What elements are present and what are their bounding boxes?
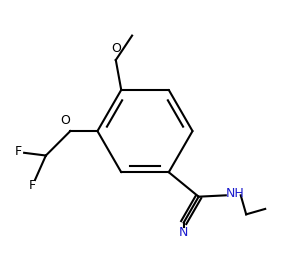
Text: N: N — [179, 226, 189, 239]
Text: O: O — [111, 42, 121, 55]
Text: NH: NH — [226, 187, 245, 200]
Text: F: F — [15, 145, 22, 158]
Text: F: F — [29, 179, 36, 192]
Text: O: O — [60, 114, 70, 127]
